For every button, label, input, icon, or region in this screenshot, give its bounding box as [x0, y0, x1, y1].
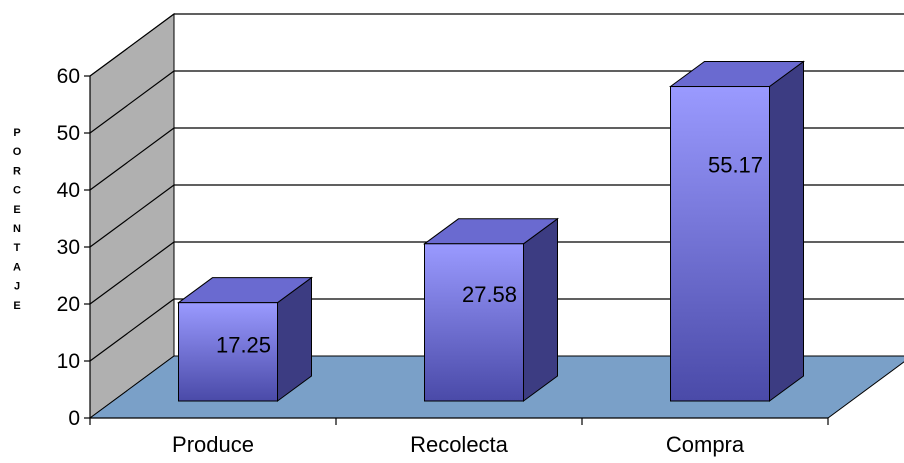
bar-produce [176, 276, 314, 402]
y-tick-label: 20 [57, 293, 80, 316]
data-label: 27.58 [462, 282, 517, 307]
bar-front-face [424, 243, 524, 402]
gridline [89, 184, 904, 248]
y-tick-label: 60 [57, 65, 80, 88]
y-tick-label: 30 [57, 236, 80, 259]
data-label: 17.25 [216, 333, 271, 358]
bar-compra [668, 60, 806, 402]
gridlines [89, 13, 904, 362]
labels: 0 10 20 30 40 50 60 17.25 Produce 27.58 Recolecta 5… [57, 65, 763, 457]
bar-side-face [523, 217, 558, 402]
y-tick-label: 0 [68, 407, 80, 430]
y-tick-label: 50 [57, 122, 80, 145]
x-tick-label: Produce [172, 432, 254, 457]
data-label: 55.17 [708, 153, 763, 178]
x-tick-label: Compra [666, 432, 745, 457]
x-tick-label: Recolecta [410, 432, 509, 457]
y-tick-label: 40 [57, 179, 80, 202]
bar-recolecta [422, 217, 560, 402]
gridline [89, 13, 904, 77]
bar-front-face [670, 86, 770, 402]
gridline [89, 298, 904, 362]
axes [84, 75, 829, 425]
gridline [89, 241, 904, 305]
y-tick-label: 10 [57, 350, 80, 373]
bars [176, 60, 806, 402]
gridline [89, 127, 904, 191]
bar-front-face [178, 302, 278, 402]
gridline [89, 70, 904, 134]
bar-side-face [769, 60, 804, 402]
